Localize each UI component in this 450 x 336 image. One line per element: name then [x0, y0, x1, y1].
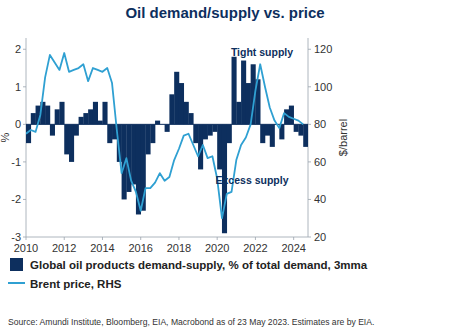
chart: Oil demand/supply vs. price-3-2-10122040…	[0, 0, 450, 336]
bar	[265, 124, 270, 135]
annotation: Excess supply	[216, 174, 289, 186]
bar	[131, 124, 136, 184]
bar	[31, 113, 36, 124]
y2-tick	[308, 124, 311, 125]
bar	[55, 109, 60, 124]
bar	[298, 124, 303, 135]
y2-tick-label: 20	[314, 231, 326, 243]
x-tick	[255, 237, 256, 240]
y-tick	[23, 124, 26, 125]
bar	[174, 72, 179, 125]
legend-label: Brent price, RHS	[30, 278, 122, 290]
plot-area	[26, 53, 308, 233]
title: Oil demand/supply vs. price	[125, 4, 324, 21]
y-tick	[23, 237, 26, 238]
bar	[102, 102, 107, 125]
bar	[189, 113, 194, 124]
bar	[217, 124, 222, 169]
y2-axis-label: $/barrel	[337, 119, 349, 156]
legend-swatch	[8, 282, 25, 284]
bar	[98, 121, 103, 125]
y-tick-label: 0	[15, 118, 21, 130]
bar	[179, 83, 184, 124]
bar	[79, 117, 84, 125]
bar	[193, 124, 198, 143]
x-tick	[217, 237, 218, 240]
line	[26, 53, 303, 218]
baseline	[26, 124, 308, 125]
bar	[150, 124, 155, 143]
bar	[69, 124, 74, 162]
x-tick	[102, 237, 103, 240]
x-tick-label: 2014	[90, 242, 114, 254]
x-tick	[293, 237, 294, 240]
x-tick-label: 2010	[14, 242, 38, 254]
x-tick	[64, 237, 65, 240]
x-tick-label: 2020	[205, 242, 229, 254]
y-tick	[23, 86, 26, 87]
y-tick	[23, 199, 26, 200]
bar	[165, 124, 170, 132]
bar	[50, 124, 55, 135]
bar	[303, 124, 308, 147]
y-tick-label: -1	[11, 156, 21, 168]
bar	[203, 124, 208, 139]
y2-tick	[308, 161, 311, 162]
x-tick-label: 2024	[281, 242, 305, 254]
x-axis-line	[26, 237, 308, 238]
bar	[88, 109, 93, 124]
x-tick-label: 2016	[128, 242, 152, 254]
y2-tick	[308, 237, 311, 238]
y2-tick-label: 80	[314, 118, 326, 130]
legend-swatch	[10, 258, 23, 271]
x-tick-label: 2012	[52, 242, 76, 254]
bar	[294, 124, 299, 132]
bar	[107, 124, 112, 143]
y2-tick-label: 120	[314, 43, 332, 55]
bar	[227, 124, 232, 143]
x-tick-label: 2018	[167, 242, 191, 254]
bar	[236, 102, 241, 125]
bar	[208, 124, 213, 135]
bar	[169, 94, 174, 124]
y2-tick	[308, 86, 311, 87]
y-tick	[23, 161, 26, 162]
bar	[246, 83, 251, 124]
y-tick-label: 2	[15, 43, 21, 55]
bar	[212, 124, 217, 132]
bar	[184, 102, 189, 125]
source: Source: Amundi Institute, Bloomberg, EIA…	[8, 317, 374, 327]
bar	[59, 102, 64, 125]
bar	[74, 124, 79, 135]
y2-tick-label: 40	[314, 193, 326, 205]
bar	[270, 124, 275, 147]
y-axis-label: %	[0, 132, 11, 142]
bar	[260, 124, 265, 143]
bar	[45, 106, 50, 125]
y-tick-label: -2	[11, 193, 21, 205]
bar	[145, 124, 150, 154]
x-tick	[140, 237, 141, 240]
y-tick	[23, 49, 26, 50]
y2-tick-label: 100	[314, 81, 332, 93]
bar	[93, 102, 98, 125]
bar	[64, 124, 69, 154]
annotation: Tight supply	[231, 46, 293, 58]
y2-tick	[308, 49, 311, 50]
x-tick-label: 2022	[243, 242, 267, 254]
bar	[83, 113, 88, 124]
bar	[232, 57, 237, 125]
bar	[241, 61, 246, 125]
x-tick	[178, 237, 179, 240]
y2-tick-label: 60	[314, 156, 326, 168]
y-tick-label: 1	[15, 81, 21, 93]
bar	[155, 121, 160, 125]
legend-label: Global oil products demand-supply, % of …	[30, 259, 368, 271]
y2-tick	[308, 199, 311, 200]
x-tick	[26, 237, 27, 240]
bar	[289, 106, 294, 125]
